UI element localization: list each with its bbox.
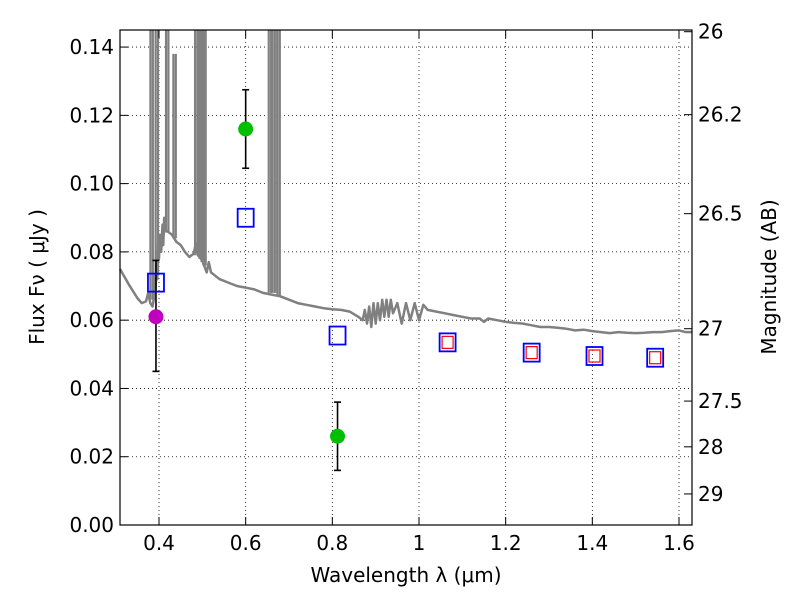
model-spectrum bbox=[118, 30, 692, 335]
x-tick-label: 1.4 bbox=[576, 531, 608, 555]
emission-line-spike bbox=[202, 30, 207, 266]
observed-flux-point bbox=[148, 309, 164, 325]
y-tick-label: 0.14 bbox=[69, 35, 114, 59]
emission-line-spike bbox=[267, 30, 273, 293]
x-tick-label: 0.8 bbox=[316, 531, 348, 555]
emission-line-spike bbox=[276, 30, 281, 297]
observed-flux-point bbox=[238, 121, 254, 137]
emission-line-spike bbox=[164, 30, 170, 232]
model-flux-inner-square bbox=[525, 346, 538, 360]
right-tick-label: 26.2 bbox=[698, 103, 743, 127]
model-flux-square bbox=[328, 325, 347, 346]
x-tick-label: 1 bbox=[413, 531, 426, 555]
y-axis-ticks: 0.00 0.02 0.04 0.06 0.08 0.10 0.12 0.14 bbox=[69, 35, 128, 537]
model-photometry-squares bbox=[147, 207, 665, 368]
observed-flux-point bbox=[330, 428, 346, 444]
model-flux-inner-square bbox=[441, 335, 454, 349]
x-tick-label: 1.2 bbox=[490, 531, 522, 555]
right-axis-label: Magnitude (AB) bbox=[757, 199, 781, 354]
model-flux-square bbox=[585, 346, 604, 366]
plot-frame bbox=[119, 29, 693, 526]
model-flux-inner-square bbox=[649, 351, 662, 365]
right-tick-label: 26 bbox=[698, 20, 723, 44]
right-axis-ticks: 26 26.2 26.5 27 27.5 28 29 bbox=[684, 20, 743, 506]
error-bars bbox=[152, 88, 342, 472]
model-flux-square bbox=[646, 347, 665, 368]
model-flux-square bbox=[522, 342, 541, 363]
model-flux-square bbox=[438, 332, 457, 353]
x-tick-label: 0.6 bbox=[230, 531, 262, 555]
emission-line-spike bbox=[149, 30, 154, 300]
observed-photometry-points bbox=[148, 121, 346, 444]
y-tick-label: 0.00 bbox=[69, 513, 114, 537]
emission-line-spike bbox=[193, 30, 199, 256]
right-tick-label: 27 bbox=[698, 317, 723, 341]
emission-line-spike bbox=[154, 30, 160, 276]
spectrum-line bbox=[118, 216, 692, 335]
y-tick-label: 0.04 bbox=[69, 376, 114, 400]
y-tick-label: 0.02 bbox=[69, 445, 114, 469]
right-tick-label: 28 bbox=[698, 435, 723, 459]
model-flux-square bbox=[147, 272, 165, 293]
x-tick-label: 1.6 bbox=[663, 531, 695, 555]
y-tick-label: 0.12 bbox=[69, 103, 114, 127]
model-flux-square bbox=[236, 207, 255, 228]
emission-line-spike bbox=[172, 53, 177, 239]
x-axis-label: Wavelength λ (μm) bbox=[310, 563, 501, 587]
right-tick-label: 26.5 bbox=[698, 202, 743, 226]
right-tick-label: 27.5 bbox=[698, 389, 743, 413]
y-tick-label: 0.08 bbox=[69, 240, 114, 264]
model-flux-inner-square bbox=[588, 349, 601, 363]
right-tick-label: 29 bbox=[698, 482, 723, 506]
x-axis-ticks: 0.4 0.6 0.8 1 1.2 1.4 1.6 bbox=[143, 30, 695, 555]
x-tick-label: 0.4 bbox=[143, 531, 175, 555]
y-tick-label: 0.10 bbox=[69, 172, 114, 196]
y-tick-label: 0.06 bbox=[69, 308, 114, 332]
y-axis-label: Flux Fν ( μJy ) bbox=[25, 209, 49, 345]
